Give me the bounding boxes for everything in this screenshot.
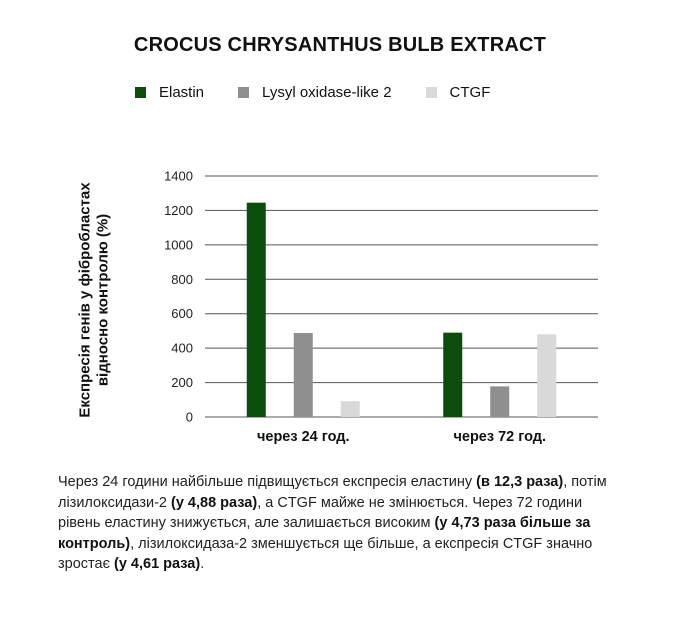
bar — [293, 332, 313, 417]
y-tick-label: 600 — [171, 306, 193, 321]
y-axis-label-line-2: відносно контролю (%) — [95, 213, 113, 387]
bar — [490, 386, 510, 417]
caption-bold-4: (у 4,61 раза) — [114, 556, 201, 572]
bar — [340, 401, 360, 417]
legend-label-ctgf: CTGF — [449, 84, 491, 101]
caption-text-2: , потім лізилоксидази-2 — [58, 474, 607, 511]
y-tick-label: 1000 — [164, 237, 193, 252]
legend-item-elastin: Elastin — [135, 84, 204, 101]
caption-bold-2: (у 4,88 раза) — [171, 494, 258, 511]
legend-swatch-lysyl-oxidase — [238, 87, 250, 98]
caption-paragraph: Через 24 години найбільше підвищується е… — [58, 472, 628, 575]
legend-swatch-ctgf — [425, 87, 437, 98]
caption-text-4: , лізилоксидаза-2 зменшується ще більше,… — [58, 535, 593, 573]
legend-item-ctgf: CTGF — [425, 84, 491, 101]
legend-item-lysyl-oxidase: Lysyl oxidase-like 2 — [238, 84, 392, 101]
x-tick-label: через 24 год. — [257, 429, 350, 445]
caption-text-5: . — [200, 556, 205, 572]
y-tick-label: 0 — [186, 410, 193, 425]
chart-legend: Elastin Lysyl oxidase-like 2 CTGF — [135, 84, 524, 101]
y-tick-label: 800 — [171, 272, 193, 287]
y-tick-label: 400 — [171, 341, 193, 356]
caption-bold-3: (у 4,73 раза більше за контроль) — [58, 515, 591, 552]
y-tick-label: 1400 — [164, 169, 193, 184]
legend-label-elastin: Elastin — [159, 84, 205, 101]
bar — [443, 332, 463, 417]
bar-chart: 0 200 400 600 800 1000 1200 1400 через 24 год. че… — [164, 169, 598, 445]
y-axis-label: Експресія генів у фібробластах відносно … — [40, 160, 150, 440]
y-axis-label-line-1: Експресія генів у фібробластах — [77, 182, 95, 418]
x-tick-label: через 72 год. — [453, 429, 546, 445]
caption-text-3: , а CTGF майже не змінюється. Через 72 г… — [58, 494, 583, 532]
chart-title: CROCUS CHRYSANTHUS BULB EXTRACT — [133, 34, 547, 56]
y-tick-label: 1200 — [164, 203, 193, 218]
legend-swatch-elastin — [135, 87, 146, 98]
caption-text-1: Через 24 години найбільше підвищується е… — [58, 474, 477, 490]
bar — [537, 334, 557, 417]
caption-bold-1: (в 12,3 раза) — [476, 474, 564, 490]
legend-label-lysyl-oxidase: Lysyl oxidase-like 2 — [262, 84, 392, 101]
bar — [246, 202, 266, 417]
y-tick-label: 200 — [171, 375, 193, 390]
